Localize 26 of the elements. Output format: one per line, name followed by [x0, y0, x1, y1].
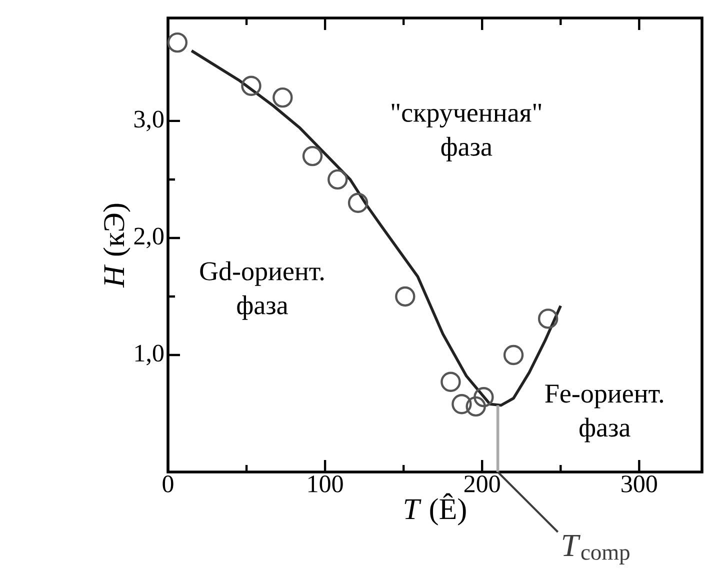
point: [302, 146, 323, 166]
point: [440, 372, 461, 392]
x-tick-label: 300: [622, 476, 657, 492]
x-tick-label: 0: [162, 476, 174, 492]
y-axis-title: H (кЭ): [103, 204, 130, 288]
x-tick-label: 100: [308, 476, 343, 492]
annotation: T$_{comp}$: [562, 534, 630, 564]
y-tick-label: 1,0: [135, 344, 164, 366]
point: [474, 387, 494, 408]
x-tick-label: 200: [464, 476, 500, 492]
point: [395, 286, 416, 307]
annotation: Gd-ориент. фаза: [200, 261, 324, 320]
annotation: "скрученная" фаза: [392, 104, 542, 162]
point: [452, 394, 472, 414]
point: [241, 76, 262, 96]
point: [538, 308, 558, 329]
point: [328, 169, 348, 190]
y-tick-label: 2,0: [134, 228, 164, 248]
point: [167, 32, 188, 53]
y-tick-label: 3,0: [134, 110, 164, 132]
point: [272, 87, 293, 108]
point: [503, 344, 524, 366]
point: [348, 192, 368, 213]
point: [466, 396, 486, 417]
x-axis-title: T (Ê): [404, 493, 466, 526]
annotation: Fe-ориент. фаза: [545, 384, 664, 442]
